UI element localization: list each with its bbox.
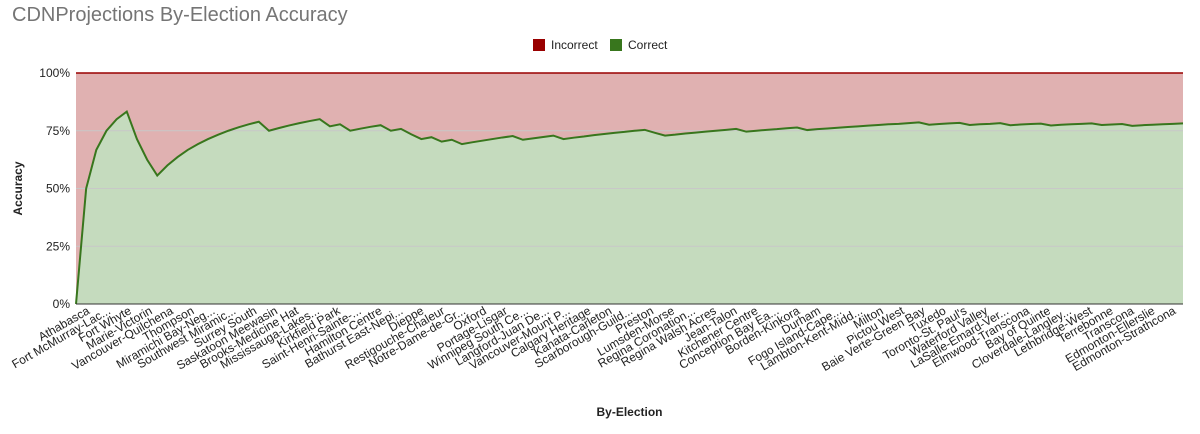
x-axis-title: By-Election bbox=[596, 405, 662, 419]
legend-swatch-incorrect bbox=[533, 39, 545, 51]
y-tick-label: 0% bbox=[53, 297, 71, 311]
series-incorrect-area bbox=[76, 73, 1183, 304]
y-tick-label: 25% bbox=[46, 239, 70, 253]
series-correct-area bbox=[76, 111, 1183, 305]
legend-label-incorrect: Incorrect bbox=[551, 38, 598, 52]
y-axis-title: Accuracy bbox=[11, 161, 25, 215]
chart-title: CDNProjections By-Election Accuracy bbox=[12, 4, 348, 26]
series-correct-line bbox=[75, 109, 1184, 305]
legend-swatch-correct bbox=[610, 39, 622, 51]
y-tick-label: 50% bbox=[46, 182, 70, 196]
y-tick-label: 75% bbox=[46, 124, 70, 138]
legend-label-correct: Correct bbox=[628, 38, 668, 52]
y-tick-label: 100% bbox=[39, 66, 70, 80]
